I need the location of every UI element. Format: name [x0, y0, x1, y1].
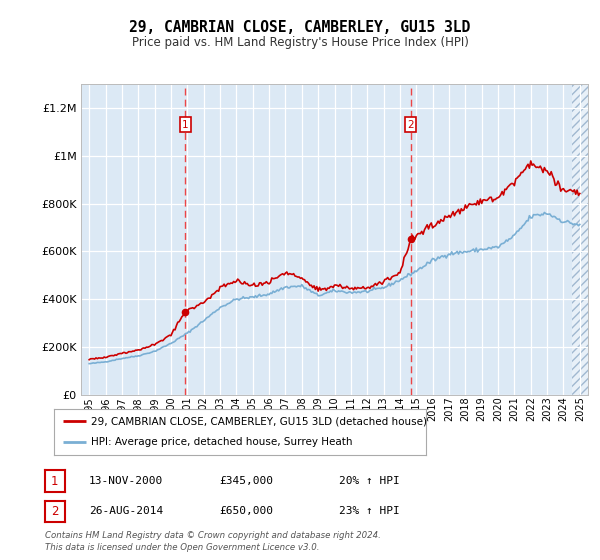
Bar [572, 84, 588, 395]
Text: 13-NOV-2000: 13-NOV-2000 [89, 476, 163, 486]
Text: 2: 2 [51, 505, 59, 518]
Text: 2: 2 [407, 120, 414, 130]
Bar [572, 84, 588, 395]
Text: 1: 1 [182, 120, 188, 130]
Text: 29, CAMBRIAN CLOSE, CAMBERLEY, GU15 3LD (detached house): 29, CAMBRIAN CLOSE, CAMBERLEY, GU15 3LD … [91, 416, 427, 426]
Text: £650,000: £650,000 [219, 506, 273, 516]
Text: £345,000: £345,000 [219, 476, 273, 486]
Text: Contains HM Land Registry data © Crown copyright and database right 2024.: Contains HM Land Registry data © Crown c… [45, 531, 381, 540]
Text: 26-AUG-2014: 26-AUG-2014 [89, 506, 163, 516]
Text: 29, CAMBRIAN CLOSE, CAMBERLEY, GU15 3LD: 29, CAMBRIAN CLOSE, CAMBERLEY, GU15 3LD [130, 20, 470, 35]
Text: 1: 1 [51, 474, 59, 488]
Text: Price paid vs. HM Land Registry's House Price Index (HPI): Price paid vs. HM Land Registry's House … [131, 36, 469, 49]
Text: HPI: Average price, detached house, Surrey Heath: HPI: Average price, detached house, Surr… [91, 437, 353, 447]
Text: This data is licensed under the Open Government Licence v3.0.: This data is licensed under the Open Gov… [45, 543, 320, 552]
Text: 20% ↑ HPI: 20% ↑ HPI [339, 476, 400, 486]
Text: 23% ↑ HPI: 23% ↑ HPI [339, 506, 400, 516]
